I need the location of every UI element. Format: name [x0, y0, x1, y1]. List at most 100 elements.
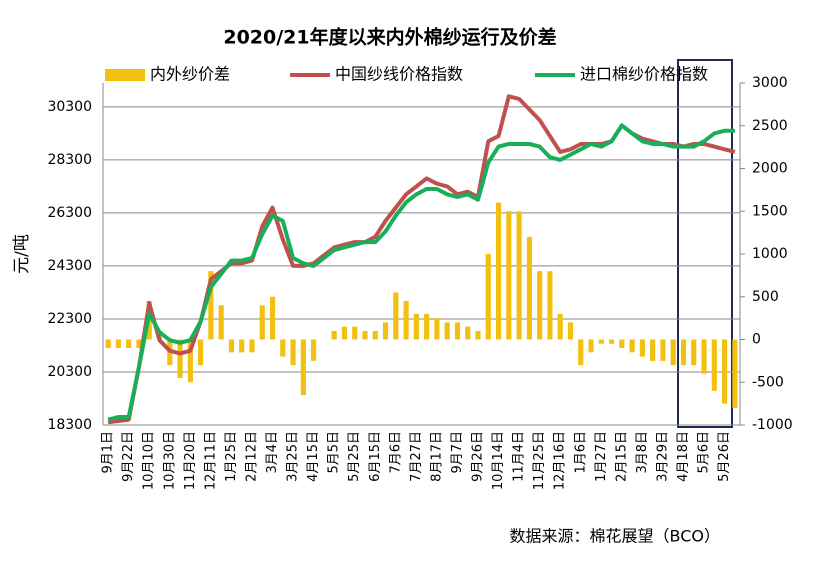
- source: 数据来源：棉花展望（BCO）: [510, 527, 720, 546]
- y-tick-label: 20300: [47, 364, 92, 380]
- x-tick-label: 3月25日: [286, 431, 301, 482]
- x-tick-label: 3月4日: [265, 431, 280, 474]
- bar: [249, 339, 255, 353]
- bar: [485, 254, 491, 340]
- x-tick-label: 12月11日: [203, 431, 218, 490]
- bar: [228, 339, 234, 353]
- bar: [424, 313, 430, 340]
- y2-tick-label: 0: [752, 332, 761, 348]
- bar: [660, 339, 666, 361]
- bar: [105, 339, 111, 349]
- x-tick-label: 2月15日: [614, 431, 629, 482]
- bar: [434, 318, 440, 340]
- legend-label: 内外纱价差: [150, 65, 230, 84]
- y-tick-label: 28300: [47, 152, 92, 168]
- x-tick-label: 9月22日: [121, 431, 136, 482]
- chart-title: 2020/21年度以来内外棉纱运行及价差: [223, 26, 556, 49]
- bar: [598, 339, 604, 344]
- x-tick-label: 5月6日: [697, 431, 712, 474]
- bar: [393, 292, 399, 340]
- x-tick-label: 11月20日: [183, 431, 198, 490]
- bar: [516, 211, 522, 340]
- bar: [352, 326, 358, 340]
- y2-tick-label: 2500: [752, 118, 788, 134]
- bar: [650, 339, 656, 361]
- bar: [722, 339, 728, 404]
- bar: [413, 313, 419, 340]
- x-tick-label: 1月27日: [594, 431, 609, 482]
- bar: [578, 339, 584, 366]
- x-tick-label: 11月25日: [532, 431, 547, 490]
- y2-tick-label: 2000: [752, 161, 788, 177]
- x-tick-label: 3月29日: [655, 431, 670, 482]
- bar: [639, 339, 645, 357]
- bar: [547, 271, 553, 340]
- x-tick-label: 3月8日: [635, 431, 650, 474]
- bar: [629, 339, 635, 353]
- x-tick-label: 1月25日: [224, 431, 239, 482]
- x-tick-label: 1月6日: [573, 431, 588, 474]
- x-tick-label: 7月27日: [409, 431, 424, 482]
- bar: [269, 296, 276, 340]
- bar: [691, 339, 697, 366]
- bar: [300, 339, 306, 396]
- x-tick-label: 2月12日: [244, 431, 259, 482]
- bar: [475, 330, 481, 340]
- bar: [372, 330, 378, 340]
- bar: [341, 326, 348, 340]
- y-tick-label: 24300: [47, 258, 92, 274]
- bar: [362, 330, 368, 340]
- y-tick-label: 26300: [47, 205, 92, 221]
- x-tick-label: 11月4日: [512, 431, 527, 482]
- bar: [126, 339, 132, 349]
- bar: [670, 339, 676, 366]
- y2-tick-label: 1000: [752, 246, 788, 262]
- bar: [136, 339, 142, 349]
- x-tick-label: 9月7日: [450, 431, 465, 474]
- y2-tick-label: 500: [752, 289, 779, 305]
- bar: [403, 301, 409, 340]
- x-tick-label: 9月1日: [101, 431, 116, 474]
- x-tick-label: 7月6日: [388, 431, 403, 474]
- bar: [331, 330, 337, 340]
- x-tick-label: 6月15日: [368, 431, 383, 482]
- x-tick-label: 10月10日: [142, 431, 157, 490]
- bar: [177, 339, 183, 378]
- line: [107, 123, 735, 422]
- bar: [526, 236, 532, 340]
- bar: [290, 339, 296, 366]
- bar: [444, 322, 450, 340]
- bar: [609, 339, 615, 344]
- x-tick-label: 8月17日: [429, 431, 444, 482]
- y-axis-label: 元/吨: [12, 234, 32, 274]
- y2-tick-label: -1000: [752, 417, 793, 433]
- bar: [280, 339, 286, 357]
- x-tick-label: 12月16日: [553, 431, 568, 490]
- bar: [239, 339, 245, 353]
- bar: [680, 339, 687, 366]
- y-tick-label: 30300: [47, 99, 92, 115]
- y2-tick-label: 1500: [752, 203, 788, 219]
- line: [107, 94, 736, 425]
- highlight-box: [677, 59, 733, 428]
- bar: [115, 339, 121, 349]
- y2-tick-label: 3000: [752, 75, 788, 91]
- legend-label: 中国纱线价格指数: [335, 65, 463, 84]
- bar: [454, 322, 461, 340]
- x-tick-label: 9月26日: [471, 431, 486, 482]
- x-tick-label: 5月26日: [717, 431, 732, 482]
- y-tick-label: 18300: [47, 417, 92, 433]
- x-tick-label: 4月18日: [676, 431, 691, 482]
- bar: [218, 305, 224, 340]
- bar: [187, 339, 193, 383]
- bar: [557, 313, 563, 340]
- bar: [259, 305, 265, 340]
- y2-tick-label: -500: [752, 374, 784, 390]
- bar: [311, 339, 317, 361]
- x-tick-label: 5月25日: [347, 431, 362, 482]
- bar: [711, 339, 717, 391]
- x-tick-label: 10月14日: [491, 431, 506, 490]
- bar: [537, 271, 543, 340]
- bar: [588, 339, 594, 353]
